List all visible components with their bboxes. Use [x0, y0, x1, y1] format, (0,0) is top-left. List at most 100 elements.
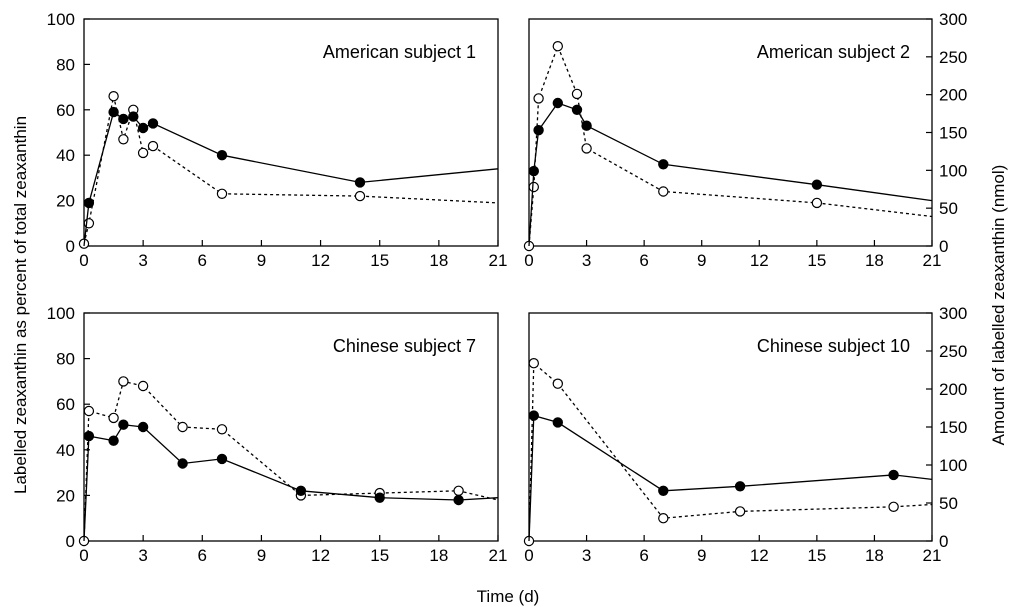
open-circle-point	[571, 88, 583, 100]
x-tick-label: 21	[489, 251, 508, 270]
filled-circle-point	[128, 111, 139, 122]
series-open-circles-line	[528, 361, 933, 542]
y-tick-label-left: 20	[56, 192, 75, 211]
y-tick-label-left: 20	[56, 486, 75, 505]
x-tick-label: 12	[750, 546, 769, 565]
open-circle-point	[734, 506, 746, 517]
filled-circle-point	[137, 421, 149, 433]
x-tick-label: 15	[370, 546, 389, 565]
y-tick-label-right: 200	[939, 380, 967, 399]
y-tick-label-right: 150	[939, 124, 967, 143]
filled-circle-point	[216, 453, 228, 465]
y-tick-label-left: 0	[66, 532, 75, 551]
panel-title: Chinese subject 10	[757, 336, 910, 356]
y-tick-label-right: 0	[939, 532, 948, 551]
x-tick-label: 18	[429, 251, 448, 270]
y-tick-label-right: 50	[939, 199, 958, 218]
x-tick-label: 6	[198, 251, 207, 270]
x-tick-label: 18	[865, 251, 884, 270]
filled-circle-point	[552, 417, 564, 428]
panel-title: American subject 2	[757, 42, 910, 62]
x-tick-label: 0	[79, 546, 88, 565]
y-tick-label-right: 100	[939, 456, 967, 475]
open-circle-point	[533, 93, 544, 104]
y-tick-label-right: 150	[939, 418, 967, 437]
series-filled-circles-line	[83, 424, 499, 542]
filled-circle-point	[354, 177, 366, 188]
x-tick-label: 3	[582, 251, 591, 270]
filled-circle-point	[533, 124, 544, 136]
y-tick-label-right: 50	[939, 494, 958, 513]
x-tick-label: 18	[429, 546, 448, 565]
open-circle-point	[108, 90, 119, 102]
filled-circle-point	[571, 104, 583, 116]
filled-circle-point	[658, 159, 669, 170]
y-tick-label-left: 100	[47, 10, 75, 29]
filled-circle-point	[552, 97, 564, 109]
series-filled-circles-line	[83, 111, 499, 247]
open-circle-point	[552, 41, 564, 52]
right-y-axis-title: Amount of labelled zeaxanthin (nmol)	[989, 165, 1008, 446]
y-tick-label-left: 40	[56, 146, 75, 165]
open-circle-point	[216, 188, 228, 199]
open-circle-point	[528, 181, 540, 193]
filled-circle-point	[83, 430, 95, 442]
chart-panel-bottom-left: 0 3 6 9 12 15 18 21 0 20 40 60 80 100 Chinese subject …	[47, 304, 508, 565]
filled-circle-point	[888, 469, 899, 481]
open-circle-point	[453, 485, 464, 496]
open-circle-point	[83, 405, 95, 417]
y-tick-label-left: 0	[66, 237, 75, 256]
x-tick-label: 21	[489, 546, 508, 565]
x-tick-label: 18	[865, 546, 884, 565]
series-open-circles-line	[83, 380, 499, 542]
x-tick-label: 9	[697, 546, 706, 565]
x-tick-label: 0	[524, 251, 533, 270]
y-tick-label-left: 60	[56, 395, 75, 414]
x-tick-label: 15	[807, 251, 826, 270]
panel-title: Chinese subject 7	[333, 336, 476, 356]
x-tick-label: 0	[79, 251, 88, 270]
x-tick-label: 3	[138, 251, 147, 270]
x-tick-label: 3	[582, 546, 591, 565]
filled-circle-point	[83, 197, 95, 209]
filled-circle-point	[658, 485, 669, 496]
open-circle-point	[552, 378, 564, 389]
filled-circle-point	[528, 410, 540, 421]
filled-circle-point	[581, 120, 592, 131]
filled-circle-point	[453, 494, 464, 506]
y-tick-label-right: 300	[939, 10, 967, 29]
open-circle-point	[118, 376, 129, 387]
x-tick-label: 6	[198, 546, 207, 565]
left-y-axis-title: Labelled zeaxanthin as percent of total …	[11, 116, 30, 494]
filled-circle-point	[108, 106, 119, 118]
open-circle-point	[658, 186, 669, 197]
filled-circle-point	[108, 435, 119, 446]
open-circle-point	[177, 421, 188, 433]
x-tick-label: 9	[257, 251, 266, 270]
series-filled-circles-line	[528, 414, 933, 542]
x-tick-label: 12	[750, 251, 769, 270]
filled-circle-point	[811, 179, 823, 190]
x-tick-label: 9	[257, 546, 266, 565]
filled-circle-point	[734, 481, 746, 492]
open-circle-point	[137, 147, 149, 159]
x-tick-label: 9	[697, 251, 706, 270]
x-tick-label: 3	[138, 546, 147, 565]
filled-circle-point	[147, 118, 159, 129]
x-tick-label: 6	[639, 546, 648, 565]
open-circle-point	[118, 134, 129, 145]
filled-circle-point	[295, 485, 307, 496]
y-tick-label-left: 80	[56, 350, 75, 369]
filled-circle-point	[118, 113, 129, 125]
open-circle-point	[354, 190, 366, 202]
filled-circle-point	[137, 122, 149, 134]
open-circle-point	[216, 424, 228, 435]
y-tick-label-right: 200	[939, 86, 967, 105]
x-axis-title: Time (d)	[477, 587, 540, 606]
chart-panel-top-left: 0 3 6 9 12 15 18 21 0 20 40 60 80 100 American subject…	[47, 10, 508, 270]
y-tick-label-right: 100	[939, 161, 967, 180]
filled-circle-point	[216, 149, 228, 161]
open-circle-point	[888, 501, 899, 512]
